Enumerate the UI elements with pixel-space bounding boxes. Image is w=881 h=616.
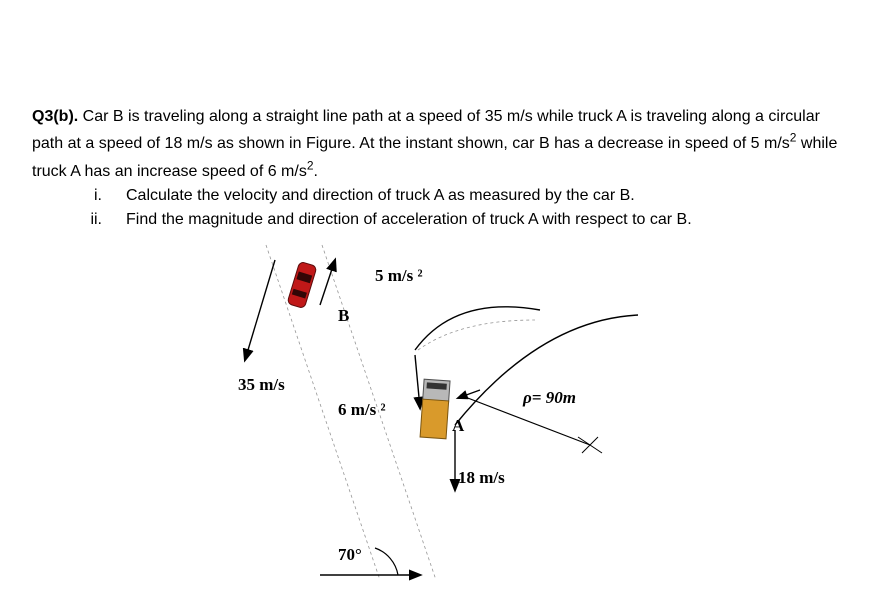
question-block: Q3(b). Car B is traveling along a straig… (32, 105, 851, 232)
figure-svg (230, 240, 660, 600)
label-angle: 70° (338, 545, 362, 565)
label-speed-B: 35 m/s (238, 375, 285, 395)
part-ii: ii. Find the magnitude and direction of … (82, 208, 851, 232)
label-radius: ρ= 90m (523, 388, 576, 408)
label-decel-B: 5 m/s ² (375, 266, 423, 286)
part-text: Calculate the velocity and direction of … (126, 184, 635, 208)
part-text: Find the magnitude and direction of acce… (126, 208, 692, 232)
label-vehicle-B: B (338, 306, 349, 326)
label-speed-A: 18 m/s (458, 468, 505, 488)
label-vehicle-A: A (452, 416, 464, 436)
label-accel-A: 6 m/s ² (338, 400, 386, 420)
diagram: 5 m/s ² B 35 m/s 6 m/s ² A 18 m/s ρ= 90m… (230, 240, 660, 600)
question-parts: i. Calculate the velocity and direction … (32, 184, 851, 232)
part-number: i. (82, 184, 102, 208)
question-text: Car B is traveling along a straight line… (32, 108, 837, 180)
question-label: Q3(b). (32, 108, 78, 125)
part-i: i. Calculate the velocity and direction … (82, 184, 851, 208)
part-number: ii. (82, 208, 102, 232)
question-paragraph: Q3(b). Car B is traveling along a straig… (32, 105, 851, 184)
